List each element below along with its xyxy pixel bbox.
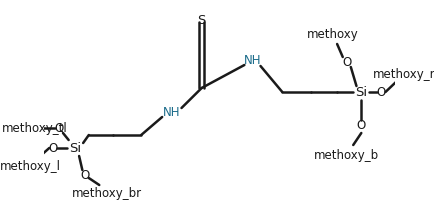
Text: methoxy_r: methoxy_r bbox=[372, 67, 434, 80]
Text: Si: Si bbox=[355, 85, 367, 98]
Text: O: O bbox=[54, 122, 63, 134]
Text: S: S bbox=[197, 13, 205, 26]
Text: O: O bbox=[80, 168, 89, 181]
Text: NH: NH bbox=[243, 54, 260, 67]
Text: methoxy_b: methoxy_b bbox=[313, 148, 378, 161]
Text: methoxy_br: methoxy_br bbox=[72, 186, 142, 199]
Text: O: O bbox=[376, 85, 385, 98]
Text: Si: Si bbox=[69, 142, 81, 155]
Text: O: O bbox=[48, 142, 57, 155]
Text: methoxy_l: methoxy_l bbox=[0, 160, 60, 172]
Text: methoxy_tl: methoxy_tl bbox=[2, 122, 68, 134]
Text: O: O bbox=[356, 118, 365, 131]
Text: NH: NH bbox=[163, 105, 180, 118]
Text: O: O bbox=[342, 55, 351, 68]
Text: methoxy: methoxy bbox=[306, 28, 357, 41]
